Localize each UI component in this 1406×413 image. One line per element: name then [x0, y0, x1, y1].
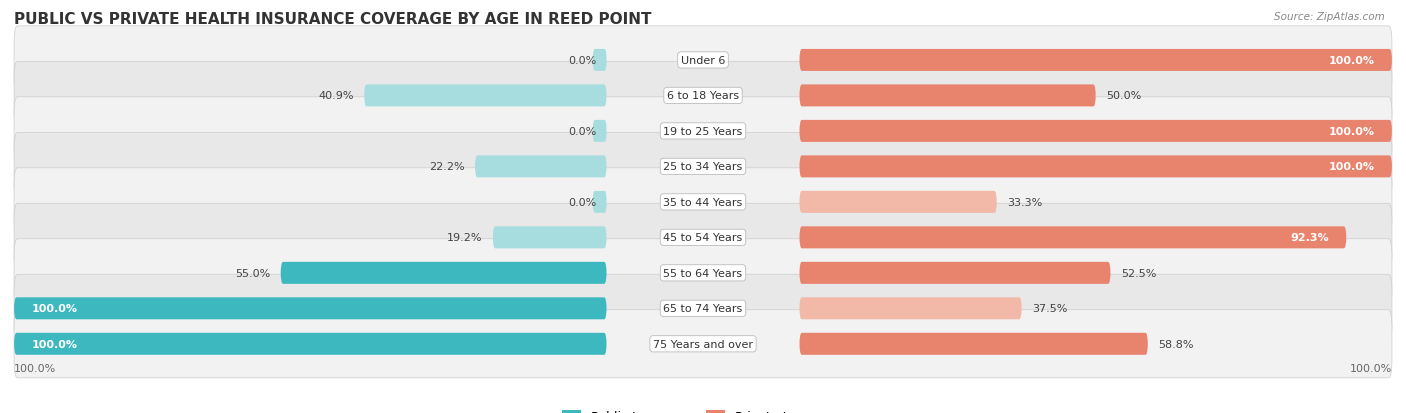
Text: 25 to 34 Years: 25 to 34 Years	[664, 162, 742, 172]
FancyBboxPatch shape	[492, 227, 606, 249]
Text: 100.0%: 100.0%	[31, 304, 77, 313]
FancyBboxPatch shape	[14, 204, 1392, 272]
Text: 35 to 44 Years: 35 to 44 Years	[664, 197, 742, 207]
Text: Under 6: Under 6	[681, 56, 725, 66]
Text: 45 to 54 Years: 45 to 54 Years	[664, 233, 742, 243]
Text: 100.0%: 100.0%	[14, 363, 56, 373]
FancyBboxPatch shape	[14, 310, 1392, 378]
Text: 100.0%: 100.0%	[1329, 56, 1375, 66]
FancyBboxPatch shape	[475, 156, 606, 178]
Text: 100.0%: 100.0%	[1329, 162, 1375, 172]
FancyBboxPatch shape	[364, 85, 606, 107]
Text: 0.0%: 0.0%	[568, 197, 596, 207]
FancyBboxPatch shape	[14, 62, 1392, 130]
FancyBboxPatch shape	[800, 227, 1347, 249]
Text: 100.0%: 100.0%	[31, 339, 77, 349]
FancyBboxPatch shape	[593, 121, 606, 142]
FancyBboxPatch shape	[14, 333, 606, 355]
Text: 75 Years and over: 75 Years and over	[652, 339, 754, 349]
FancyBboxPatch shape	[800, 262, 1111, 284]
Text: 92.3%: 92.3%	[1291, 233, 1329, 243]
FancyBboxPatch shape	[14, 298, 606, 320]
FancyBboxPatch shape	[800, 191, 997, 214]
Text: 50.0%: 50.0%	[1107, 91, 1142, 101]
Text: 22.2%: 22.2%	[429, 162, 464, 172]
Text: 55 to 64 Years: 55 to 64 Years	[664, 268, 742, 278]
Text: 19 to 25 Years: 19 to 25 Years	[664, 126, 742, 137]
FancyBboxPatch shape	[593, 191, 606, 214]
FancyBboxPatch shape	[14, 169, 1392, 236]
Text: 65 to 74 Years: 65 to 74 Years	[664, 304, 742, 313]
Text: 100.0%: 100.0%	[1350, 363, 1392, 373]
FancyBboxPatch shape	[14, 97, 1392, 166]
FancyBboxPatch shape	[14, 133, 1392, 201]
FancyBboxPatch shape	[14, 27, 1392, 95]
Legend: Public Insurance, Private Insurance: Public Insurance, Private Insurance	[557, 405, 849, 413]
Text: 55.0%: 55.0%	[235, 268, 270, 278]
FancyBboxPatch shape	[14, 275, 1392, 342]
FancyBboxPatch shape	[800, 298, 1022, 320]
FancyBboxPatch shape	[800, 50, 1392, 72]
Text: 58.8%: 58.8%	[1159, 339, 1194, 349]
Text: 33.3%: 33.3%	[1007, 197, 1042, 207]
FancyBboxPatch shape	[593, 50, 606, 72]
Text: 40.9%: 40.9%	[318, 91, 354, 101]
Text: 0.0%: 0.0%	[568, 126, 596, 137]
Text: 6 to 18 Years: 6 to 18 Years	[666, 91, 740, 101]
Text: 52.5%: 52.5%	[1121, 268, 1156, 278]
FancyBboxPatch shape	[800, 333, 1147, 355]
FancyBboxPatch shape	[800, 85, 1095, 107]
Text: 37.5%: 37.5%	[1032, 304, 1067, 313]
Text: 19.2%: 19.2%	[447, 233, 482, 243]
Text: 0.0%: 0.0%	[568, 56, 596, 66]
Text: Source: ZipAtlas.com: Source: ZipAtlas.com	[1274, 12, 1385, 22]
FancyBboxPatch shape	[14, 239, 1392, 307]
FancyBboxPatch shape	[800, 121, 1392, 142]
FancyBboxPatch shape	[800, 156, 1392, 178]
Text: PUBLIC VS PRIVATE HEALTH INSURANCE COVERAGE BY AGE IN REED POINT: PUBLIC VS PRIVATE HEALTH INSURANCE COVER…	[14, 12, 651, 27]
FancyBboxPatch shape	[281, 262, 606, 284]
Text: 100.0%: 100.0%	[1329, 126, 1375, 137]
